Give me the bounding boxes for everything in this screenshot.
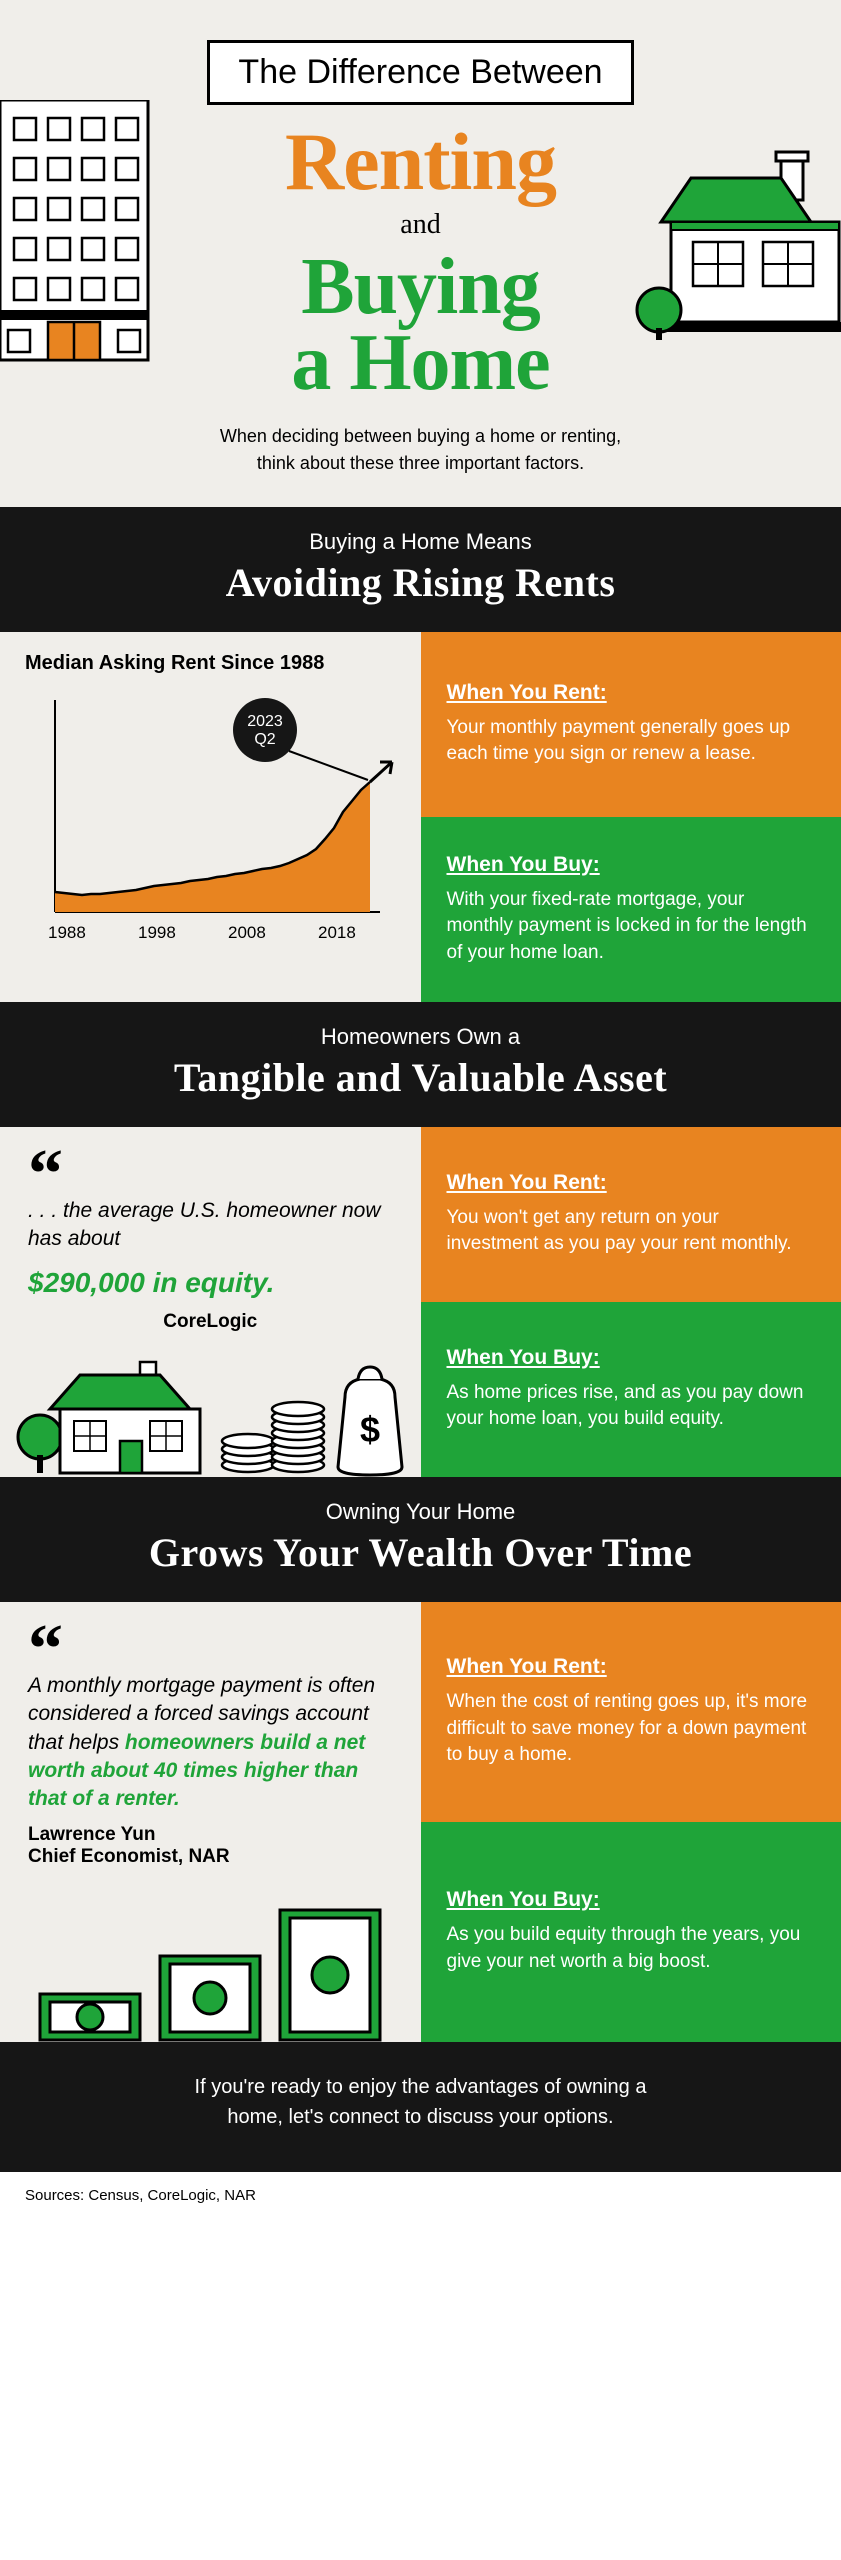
house-money-icon: $ xyxy=(0,1347,420,1477)
sources: Sources: Census, CoreLogic, NAR xyxy=(0,2172,841,2219)
apartment-icon xyxy=(0,100,150,380)
section2: “ . . . the average U.S. homeowner now h… xyxy=(0,1127,841,1477)
s3-quote: “ A monthly mortgage payment is often co… xyxy=(0,1602,421,1868)
chart-title: Median Asking Rent Since 1988 xyxy=(0,632,421,675)
rent-chart: 2023 Q2 1988 1998 2008 2018 xyxy=(0,680,420,960)
quote-mark-icon: “ xyxy=(28,1157,393,1187)
header-intro: When deciding between buying a home or r… xyxy=(0,423,841,477)
section1-divider: Buying a Home Means Avoiding Rising Rent… xyxy=(0,507,841,632)
s1-buy-box: When You Buy: With your fixed-rate mortg… xyxy=(421,817,841,1002)
s3-buy-box: When You Buy: As you build equity throug… xyxy=(421,1822,841,2042)
svg-text:1988: 1988 xyxy=(48,923,86,942)
svg-text:2018: 2018 xyxy=(318,923,356,942)
header: The Difference Between Renting and Buyin… xyxy=(0,0,841,507)
quote-mark-icon: “ xyxy=(28,1632,393,1662)
s3-rent-box: When You Rent: When the cost of renting … xyxy=(421,1602,841,1822)
s1-rent-box: When You Rent: Your monthly payment gene… xyxy=(421,632,841,817)
svg-text:2023: 2023 xyxy=(247,713,283,730)
section3-divider: Owning Your Home Grows Your Wealth Over … xyxy=(0,1477,841,1602)
section2-divider: Homeowners Own a Tangible and Valuable A… xyxy=(0,1002,841,1127)
header-subtitle: The Difference Between xyxy=(207,40,633,105)
section1-chart-area: Median Asking Rent Since 1988 2023 Q2 19… xyxy=(0,632,421,1002)
svg-text:1998: 1998 xyxy=(138,923,176,942)
svg-text:2008: 2008 xyxy=(228,923,266,942)
svg-text:Q2: Q2 xyxy=(254,731,275,748)
section1: Median Asking Rent Since 1988 2023 Q2 19… xyxy=(0,632,841,1002)
footer-cta: If you're ready to enjoy the advantages … xyxy=(0,2042,841,2172)
s2-rent-box: When You Rent: You won't get any return … xyxy=(421,1127,841,1302)
s2-quote: “ . . . the average U.S. homeowner now h… xyxy=(0,1127,421,1333)
section3: “ A monthly mortgage payment is often co… xyxy=(0,1602,841,2042)
dollar-bills-icon xyxy=(0,1882,420,2042)
svg-text:$: $ xyxy=(360,1409,380,1450)
s2-buy-box: When You Buy: As home prices rise, and a… xyxy=(421,1302,841,1477)
house-icon xyxy=(631,150,841,350)
